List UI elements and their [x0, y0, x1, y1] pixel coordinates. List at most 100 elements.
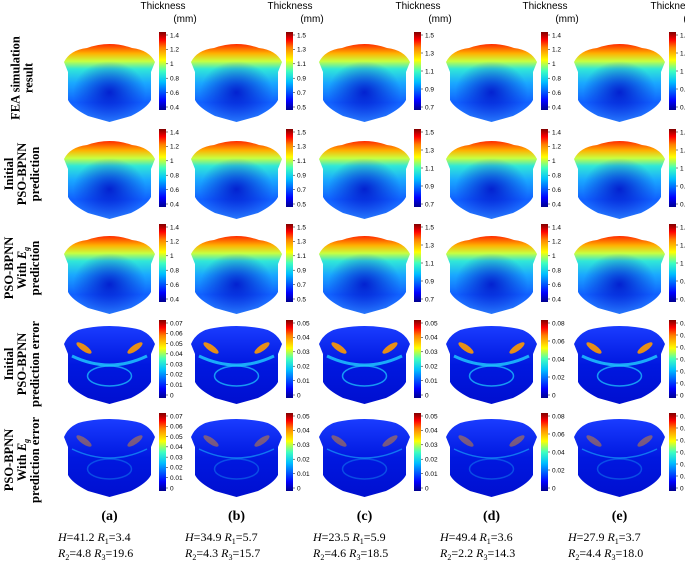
- colorbar-tick-label: 0.02: [552, 374, 565, 381]
- surface-r5-c4-hotspot-left: [458, 435, 474, 447]
- colorbar-tick-label: 1.4: [680, 32, 685, 39]
- colorbar-tick-label: 0.9: [425, 278, 434, 285]
- panel-label: (a): [101, 509, 118, 524]
- colorbar-tick-label: 0.02: [297, 364, 310, 371]
- surface-r4-c5-hotspot-left: [586, 342, 602, 354]
- colorbar-tick-label: 0: [297, 485, 301, 492]
- row-label-4: Initial PSO-BPNN prediction error: [2, 321, 42, 407]
- surface-r3-c1-core: [64, 236, 155, 314]
- colorbar-tick-label: 0.6: [680, 296, 685, 303]
- colorbar-tick-label: 0.6: [680, 201, 685, 208]
- surface-r2-c4-core: [446, 141, 537, 219]
- colorbar-tick-label: 0.5: [297, 201, 306, 208]
- colorbar-tick-label: 0.02: [552, 467, 565, 474]
- colorbar-tick-label: 0.04: [297, 428, 310, 435]
- colorbar-tick-label: 0.05: [425, 320, 438, 327]
- unit-label-thickness: Thickness: [267, 1, 312, 12]
- colorbar-tick-label: 0.8: [170, 76, 179, 83]
- surface-r4-c3-hotspot-left: [331, 342, 347, 354]
- surface-r2-c2-core: [191, 141, 282, 219]
- surface-r3-c4-core: [446, 236, 537, 314]
- colorbar-tick-label: 0.6: [170, 282, 179, 289]
- colorbar-tick-label: 0.02: [170, 465, 183, 472]
- surface-r4-c1-hotspot-right: [127, 342, 143, 354]
- param-line-1: H=34.9 R1=5.7: [184, 530, 258, 546]
- colorbar-tick-label: 0.05: [680, 332, 685, 339]
- colorbar-tick-label: 0.4: [552, 296, 561, 303]
- colorbar-tick-label: 0.05: [170, 341, 183, 348]
- colorbar-tick-label: 0.01: [425, 378, 438, 385]
- surface-r4-c4-hotspot-right: [509, 342, 525, 354]
- colorbar-tick-label: 0.7: [425, 104, 434, 111]
- colorbar-tick-label: 1.2: [680, 50, 685, 57]
- colorbar-tick-label: 0.01: [680, 380, 685, 387]
- colorbar-tick-label: 0.02: [425, 457, 438, 464]
- colorbar-tick-label: 0: [425, 392, 429, 399]
- colorbar-tick-label: 1.3: [297, 144, 306, 151]
- colorbar-tick-label: 1.4: [552, 32, 561, 39]
- colorbar-tick-label: 1.5: [297, 129, 306, 136]
- surface-r1-c2-core: [191, 44, 282, 122]
- colorbar-tick-label: 1.4: [170, 224, 179, 231]
- colorbar-tick-label: 0.06: [552, 431, 565, 438]
- colorbar-tick-label: 0.7: [297, 90, 306, 97]
- colorbar-tick-label: 0.4: [170, 296, 179, 303]
- colorbar-tick-label: 0: [297, 392, 301, 399]
- colorbar-tick-label: 1: [552, 253, 556, 260]
- colorbar-tick-label: 1.4: [552, 129, 561, 136]
- colorbar-r2-c1: [159, 129, 166, 207]
- surface-r5-c3-ring: [341, 458, 388, 480]
- colorbar-tick-label: 0.05: [297, 413, 310, 420]
- colorbar-tick-label: 1.4: [680, 129, 685, 136]
- surface-r5-c3-hotspot-right: [382, 435, 398, 447]
- param-line-2: R2=4.3 R3=15.7: [184, 546, 260, 562]
- colorbar-r2-c3: [414, 129, 421, 207]
- colorbar-r5-c1: [159, 413, 166, 491]
- colorbar-tick-label: 1.3: [425, 147, 434, 154]
- surface-r3-c2-core: [191, 236, 282, 314]
- colorbar-tick-label: 0: [552, 485, 556, 492]
- row-label-2: Initial PSO-BPNN prediction: [2, 143, 42, 206]
- row-label-1: FEA simulation result: [9, 36, 36, 120]
- colorbar-tick-label: 0.06: [680, 320, 685, 327]
- surface-r5-c5-hotspot-right: [637, 435, 653, 447]
- colorbar-tick-label: 1.2: [170, 47, 179, 54]
- surface-r1-c4-core: [446, 44, 537, 122]
- colorbar-tick-label: 0.7: [425, 296, 434, 303]
- colorbar-tick-label: 0: [170, 485, 174, 492]
- surface-r1-c1-core: [64, 44, 155, 122]
- colorbar-r5-c5: [669, 413, 676, 491]
- colorbar-tick-label: 0.7: [297, 187, 306, 194]
- colorbar-tick-label: 1.1: [425, 260, 434, 267]
- colorbar-r3-c5: [669, 224, 676, 302]
- row-label-line: prediction: [28, 241, 42, 296]
- colorbar-tick-label: 1.5: [297, 224, 306, 231]
- colorbar-tick-label: 1.4: [680, 224, 685, 231]
- surface-r2-c5-core: [574, 141, 665, 219]
- surface-r5-c1-hotspot-right: [127, 435, 143, 447]
- colorbar-tick-label: 0.01: [170, 382, 183, 389]
- colorbar-tick-label: 1: [552, 61, 556, 68]
- unit-label-thickness: Thickness: [522, 1, 567, 12]
- param-line-2: R2=2.2 R3=14.3: [439, 546, 515, 562]
- surface-r5-c2-ring: [213, 458, 260, 480]
- unit-label-mm: (mm): [300, 14, 323, 25]
- colorbar-tick-label: 0.03: [170, 454, 183, 461]
- colorbar-tick-label: 0.01: [297, 378, 310, 385]
- colorbar-tick-label: 0.02: [680, 461, 685, 468]
- colorbar-r4-c1: [159, 320, 166, 398]
- colorbar-tick-label: 1.1: [297, 158, 306, 165]
- colorbar-tick-label: 0.6: [170, 90, 179, 97]
- colorbar-tick-label: 1: [552, 158, 556, 165]
- colorbar-r1-c5: [669, 32, 676, 110]
- param-line-1: H=41.2 R1=3.4: [57, 530, 131, 546]
- colorbar-tick-label: 0.8: [170, 268, 179, 275]
- colorbar-r4-c3: [414, 320, 421, 398]
- colorbar-tick-label: 1.5: [425, 32, 434, 39]
- colorbar-tick-label: 0.01: [297, 471, 310, 478]
- row-label-line: Initial: [2, 157, 16, 190]
- colorbar-tick-label: 0.02: [680, 368, 685, 375]
